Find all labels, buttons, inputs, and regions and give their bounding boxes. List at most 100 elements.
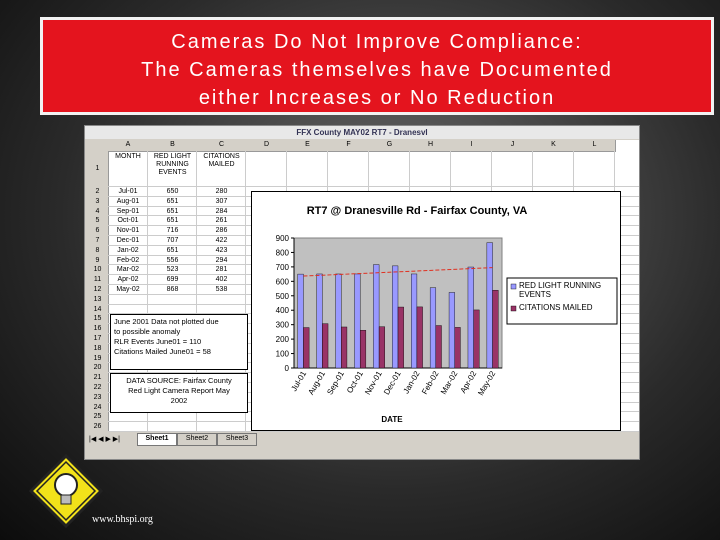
- cell-citations: 281: [215, 266, 228, 274]
- source-line: DATA SOURCE: Fairfax County: [126, 376, 232, 386]
- source-line: 2002: [170, 396, 188, 406]
- cell-citations: 284: [215, 207, 228, 215]
- column-header: F: [328, 140, 370, 152]
- y-tick-label: 600: [276, 277, 290, 286]
- y-tick-label: 200: [276, 335, 290, 344]
- cell-citations: 286: [215, 227, 228, 235]
- y-tick-label: 800: [276, 248, 290, 257]
- sheet-tab[interactable]: Sheet1: [137, 433, 177, 446]
- cell-events: 523: [166, 266, 179, 274]
- cell-events: 716: [166, 227, 179, 235]
- bar: [392, 265, 399, 369]
- source-box: DATA SOURCE: Fairfax County Red Light Cam…: [110, 373, 248, 414]
- chart-title: RT7 @ Dranesville Rd - Fairfax County, V…: [307, 205, 528, 217]
- sheet-tab[interactable]: Sheet2: [177, 433, 217, 446]
- bar: [359, 330, 367, 369]
- cell-month: Jan-02: [117, 246, 139, 254]
- x-tick-label: May-02: [476, 369, 497, 397]
- source-line: Red Light Camera Report May: [128, 386, 230, 396]
- bar: [316, 273, 323, 369]
- bar: [448, 292, 455, 369]
- bar: [378, 326, 385, 369]
- column-header: G: [369, 140, 411, 152]
- bar: [473, 309, 480, 369]
- row-line: [108, 431, 639, 432]
- legend-label: RED LIGHT RUNNING EVENTS: [519, 281, 602, 299]
- column-line: [245, 151, 246, 432]
- trendline: [303, 267, 493, 277]
- cell-month: Nov-01: [116, 227, 140, 235]
- title-line: either Increases or No Reduction: [198, 87, 556, 109]
- column-header: B: [148, 140, 198, 152]
- cell-month: Sep-01: [116, 207, 140, 215]
- row-line: [108, 186, 639, 187]
- bar: [435, 325, 442, 369]
- y-tick-label: 900: [276, 234, 290, 243]
- y-tick-label: 500: [276, 292, 290, 301]
- y-tick-label: 100: [276, 350, 290, 359]
- bar: [303, 327, 310, 369]
- sheet-tab[interactable]: Sheet3: [217, 433, 257, 446]
- row-header: 1: [87, 151, 109, 188]
- column-header: C: [197, 140, 247, 152]
- column-header: E: [287, 140, 329, 152]
- x-tick-label: Jan-02: [402, 369, 422, 395]
- bar: [454, 327, 461, 369]
- legend-label: CITATIONS MAILED: [519, 303, 593, 312]
- cell-events: 699: [166, 276, 179, 284]
- bar: [467, 266, 474, 369]
- title-line: The Cameras themselves have Documented: [141, 59, 613, 81]
- column-header: A: [108, 140, 149, 152]
- note-box: June 2001 Data not plotted due to possibl…: [110, 314, 248, 371]
- bar: [297, 273, 304, 369]
- title-box: Cameras Do Not Improve Compliance: The Ca…: [40, 17, 714, 115]
- legend-swatch: [510, 283, 517, 290]
- sheet-tabs: |◀ ◀ ▶ ▶| Sheet1 Sheet2 Sheet3: [87, 433, 639, 446]
- bar: [397, 306, 404, 369]
- column-header: K: [533, 140, 575, 152]
- x-tick-label: Oct-01: [345, 369, 365, 395]
- x-tick-label: Dec-01: [382, 369, 403, 396]
- row-header: 26: [87, 422, 109, 432]
- cell-events: 651: [166, 207, 179, 215]
- legend-swatch: [510, 305, 517, 312]
- window-title: FFX County MAY02 RT7 - Dranesvl: [85, 126, 639, 139]
- cell-events: 868: [166, 286, 179, 293]
- cell-citations: 422: [215, 237, 228, 244]
- bar: [411, 273, 418, 369]
- y-tick-label: 400: [276, 306, 290, 315]
- cell-citations: 261: [215, 217, 228, 225]
- column-title: CITATIONS MAILED: [203, 153, 240, 168]
- bar: [373, 264, 380, 369]
- column-title: MONTH: [115, 153, 141, 160]
- cell-month: Mar-02: [116, 266, 140, 274]
- cell-citations: 307: [215, 197, 228, 205]
- grid: A B C D E F G H I J K L 1 2 3 4 5 6 7 8 9 10 11 12 13 14 15 16 17 18 1…: [87, 140, 639, 432]
- note-line: Citations Mailed June01 = 58: [114, 347, 211, 357]
- column-header: J: [492, 140, 534, 152]
- column-header: D: [246, 140, 288, 152]
- cell-citations: 294: [215, 256, 228, 264]
- bar: [486, 242, 493, 369]
- bar: [335, 273, 342, 369]
- bar: [354, 273, 361, 369]
- bar: [416, 306, 423, 369]
- bar: [492, 290, 499, 369]
- x-tick-label: Sep-01: [325, 369, 346, 396]
- y-tick-label: 0: [285, 364, 290, 373]
- note-line: June 2001 Data not plotted due: [114, 317, 219, 327]
- cell-citations: 538: [215, 286, 228, 293]
- footer: www.bhspi.org: [92, 514, 153, 525]
- cell-month: Dec-01: [116, 237, 140, 244]
- tab-nav: |◀ ◀ ▶ ▶|: [89, 436, 121, 443]
- cell-month: Apr-02: [117, 276, 139, 284]
- chart: RT7 @ Dranesville Rd - Fairfax County, V…: [251, 191, 621, 431]
- cell-month: Oct-01: [117, 217, 139, 225]
- cell-month: Jul-01: [118, 188, 138, 195]
- title-line: Cameras Do Not Improve Compliance:: [171, 31, 583, 53]
- cell-events: 707: [166, 237, 179, 244]
- x-axis-label: DATE: [381, 415, 403, 424]
- x-tick-label: Feb-02: [420, 369, 441, 396]
- cell-month: Feb-02: [116, 256, 140, 264]
